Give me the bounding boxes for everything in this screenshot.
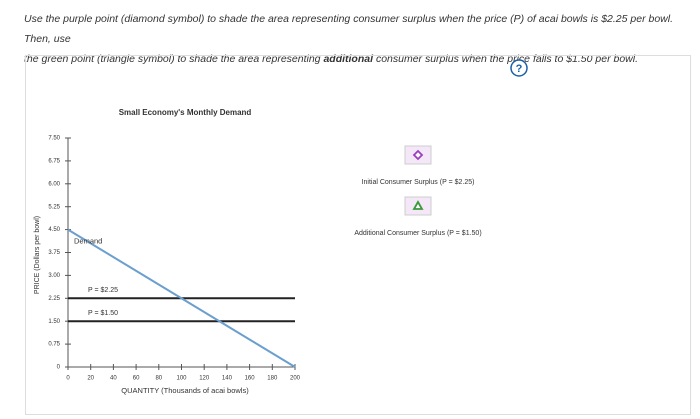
demand-line (67, 228, 296, 368)
y-tick-label: 6.00 (48, 181, 60, 187)
y-tick-label: 6.75 (48, 158, 60, 164)
y-tick-label: 2.25 (48, 296, 60, 302)
y-tick-label: 3.00 (48, 273, 60, 279)
y-tick-label: 4.50 (48, 227, 60, 233)
x-tick-label: 180 (267, 376, 278, 382)
tool-label: Initial Consumer Surplus (P = $2.25) (362, 179, 475, 186)
question-frame (25, 55, 691, 415)
x-tick-label: 80 (155, 376, 162, 382)
x-tick-label: 20 (87, 376, 94, 382)
instructions: Use the purple point (diamond symbol) to… (24, 9, 694, 69)
instruction-text: Use the purple point (diamond symbol) to… (24, 13, 674, 45)
series-label: Demand (74, 237, 102, 246)
x-tick-label: 40 (110, 376, 117, 382)
instruction-text: the green point (triangle symbol) to sha… (24, 53, 324, 65)
price-line-label: P = $2.25 (88, 287, 118, 294)
y-tick-label: 3.75 (48, 250, 60, 256)
chart-title: Small Economy's Monthly Demand (119, 108, 252, 117)
instruction-text: consumer surplus when the price falls to… (373, 53, 639, 65)
y-tick-label: 1.50 (48, 319, 60, 325)
tool-symbol[interactable] (412, 149, 424, 161)
x-tick-label: 200 (290, 376, 301, 382)
price-line-label: P = $1.50 (88, 310, 118, 317)
y-axis-label: PRICE (Dollars per bowl) (34, 216, 41, 294)
x-axis-label: QUANTITY (Thousands of acai bowls) (121, 386, 249, 395)
y-tick-label: 5.25 (48, 204, 60, 210)
x-tick-label: 120 (199, 376, 210, 382)
x-tick-label: 0 (66, 376, 70, 382)
tool-symbol[interactable] (412, 200, 424, 210)
y-tick-label: 0 (57, 365, 61, 371)
tool-label: Additional Consumer Surplus (P = $1.50) (354, 230, 481, 237)
x-tick-label: 160 (245, 376, 256, 382)
y-tick-label: 0.75 (48, 342, 60, 348)
instruction-text: additional (323, 53, 374, 65)
x-tick-label: 140 (222, 376, 233, 382)
y-tick-label: 7.50 (48, 136, 60, 142)
x-tick-label: 100 (176, 376, 187, 382)
help-button[interactable] (510, 59, 528, 77)
help-icon[interactable]: ? (516, 63, 523, 75)
x-tick-label: 60 (133, 376, 140, 382)
